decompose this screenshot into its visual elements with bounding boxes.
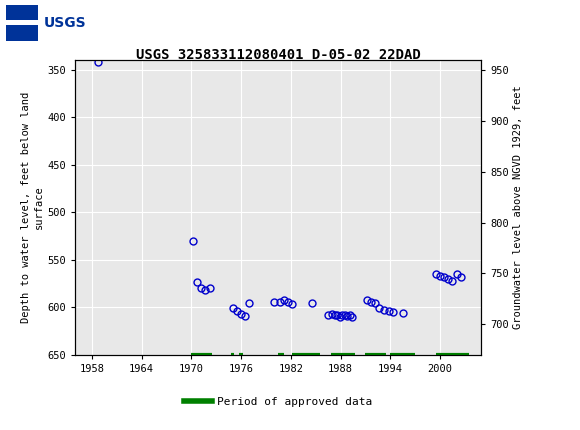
Y-axis label: Depth to water level, feet below land
surface: Depth to water level, feet below land su… — [21, 92, 44, 323]
Text: USGS 325833112080401 D-05-02 22DAD: USGS 325833112080401 D-05-02 22DAD — [136, 48, 420, 62]
Legend: Period of approved data: Period of approved data — [180, 392, 377, 411]
Y-axis label: Groundwater level above NGVD 1929, feet: Groundwater level above NGVD 1929, feet — [513, 86, 523, 329]
FancyBboxPatch shape — [6, 4, 75, 41]
FancyBboxPatch shape — [6, 25, 38, 41]
Text: USGS: USGS — [44, 15, 86, 30]
FancyBboxPatch shape — [6, 4, 38, 20]
